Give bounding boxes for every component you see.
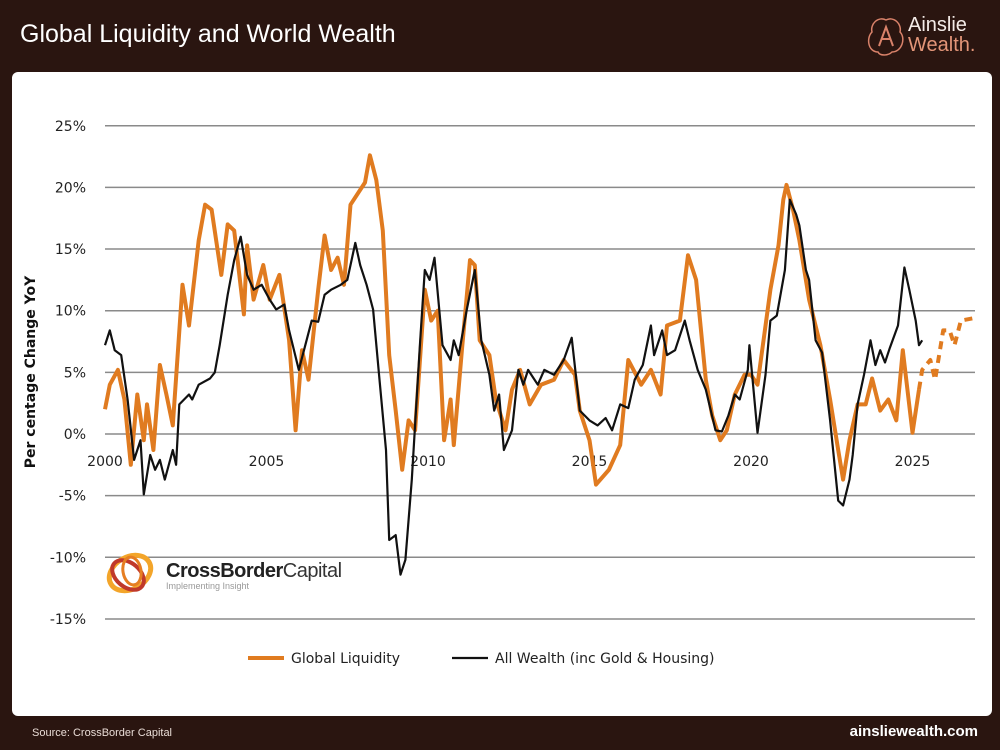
forecast-series-line xyxy=(917,316,975,390)
legend-label: Global Liquidity xyxy=(291,651,400,667)
x-tick-label: 2000 xyxy=(87,454,123,470)
global-liquidity-series-line xyxy=(103,153,921,487)
y-tick-label: -15% xyxy=(50,612,86,628)
y-tick-label: 10% xyxy=(55,304,86,320)
x-tick-label: 2020 xyxy=(733,454,769,470)
header-title: Global Liquidity and World Wealth xyxy=(20,20,396,48)
y-axis-label: Per centage Change YoY xyxy=(23,275,39,468)
crossborder-name: CrossBorderCapital xyxy=(166,560,342,582)
crossborder-logo-icon xyxy=(106,552,154,594)
y-tick-label: -5% xyxy=(59,489,86,505)
y-tick-label: 20% xyxy=(55,180,86,196)
logo-text-wealth: Wealth. xyxy=(908,34,976,56)
ainslie-a-logo-icon xyxy=(867,18,904,56)
all-wealth-inc-gold-housing-series-line xyxy=(103,198,924,576)
x-tick-label: 2005 xyxy=(249,454,285,470)
x-tick-label: 2025 xyxy=(895,454,931,470)
logo-text-ainslie: Ainslie xyxy=(908,14,967,36)
y-tick-label: -10% xyxy=(50,550,86,566)
ainslie-wealth-logo[interactable]: Ainslie Wealth. xyxy=(866,14,986,60)
legend-label: All Wealth (inc Gold & Housing) xyxy=(495,651,714,667)
y-tick-label: 25% xyxy=(55,119,86,135)
y-tick-label: 15% xyxy=(55,242,86,258)
source-note: Source: CrossBorder Capital xyxy=(32,727,173,739)
y-tick-label: 0% xyxy=(64,427,86,443)
y-tick-label: 5% xyxy=(64,365,86,381)
website-link[interactable]: ainsliewealth.com xyxy=(849,723,978,740)
crossborder-tagline: Implementing Insight xyxy=(166,581,250,591)
x-tick-label: 2015 xyxy=(572,454,608,470)
x-tick-label: 2010 xyxy=(410,454,446,470)
crossborder-watermark: CrossBorderCapital Implementing Insight xyxy=(166,560,342,591)
